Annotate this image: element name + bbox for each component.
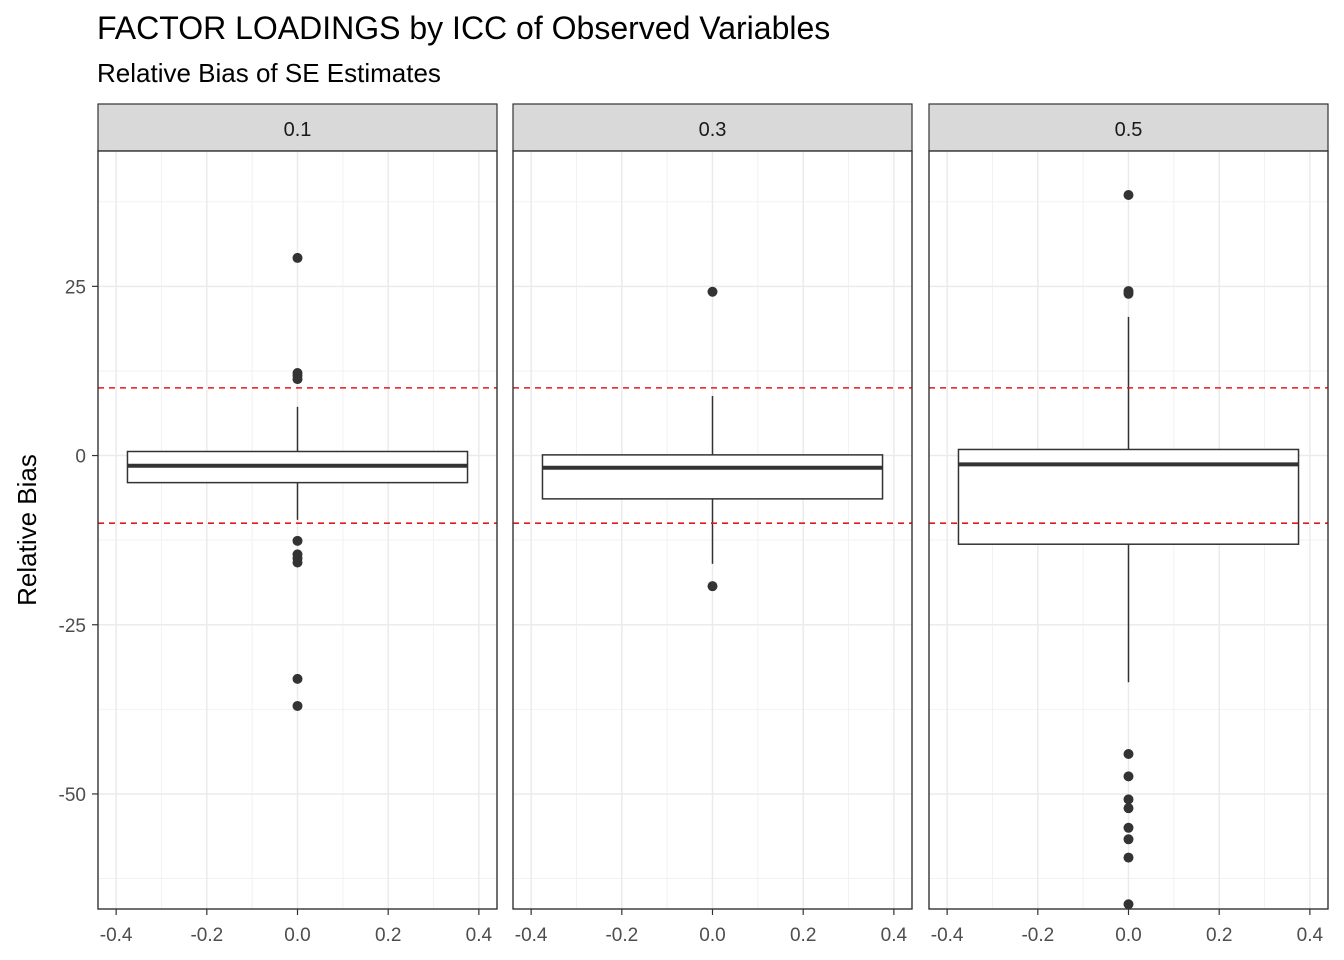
- x-tick-label: -0.4: [931, 925, 964, 946]
- outlier-point: [292, 374, 303, 385]
- outlier-point: [1123, 771, 1134, 782]
- outlier-point: [1123, 899, 1134, 910]
- outlier-point: [1123, 852, 1134, 863]
- x-tick-label: 0.4: [1297, 925, 1324, 946]
- x-tick-label: -0.4: [515, 925, 548, 946]
- outlier-point: [1123, 834, 1134, 845]
- outlier-point: [1123, 822, 1134, 833]
- outlier-point: [707, 581, 718, 592]
- chart-title: FACTOR LOADINGS by ICC of Observed Varia…: [97, 10, 831, 46]
- y-axis: 25 0 -25 -50: [59, 277, 98, 806]
- outlier-point: [1123, 189, 1134, 200]
- outlier-point: [1123, 288, 1134, 299]
- x-tick-label: 0.4: [881, 925, 908, 946]
- facet-panels: 0.1 -0.4 -0.2 0.0 0.2 0.4 0.3 -0.4 -0.2 0.0 0.2 0.4…: [97, 103, 1329, 946]
- x-tick-label: 0.2: [1206, 925, 1232, 946]
- outlier-point: [292, 557, 303, 568]
- x-tick-label: 0.0: [1115, 925, 1141, 946]
- chart-subtitle: Relative Bias of SE Estimates: [97, 58, 441, 88]
- facet-strip-label: 0.3: [699, 119, 727, 141]
- outlier-point: [292, 535, 303, 546]
- outlier-point: [1123, 794, 1134, 805]
- facet-strip: [512, 103, 913, 152]
- x-tick-label: -0.4: [100, 925, 133, 946]
- outlier-point: [292, 252, 303, 263]
- facet-panel: 0.1 -0.4 -0.2 0.0 0.2 0.4: [97, 103, 498, 946]
- x-tick-label: 0.4: [466, 925, 493, 946]
- x-tick-label: 0.0: [699, 925, 725, 946]
- outlier-point: [292, 700, 303, 711]
- outlier-point: [707, 286, 718, 297]
- facet-strip: [97, 103, 498, 152]
- x-tick-label: -0.2: [1021, 925, 1054, 946]
- outlier-point: [1123, 803, 1134, 814]
- facet-strip: [928, 103, 1329, 152]
- x-tick-label: 0.2: [375, 925, 401, 946]
- x-tick-label: -0.2: [605, 925, 638, 946]
- y-tick-label: 25: [65, 277, 86, 298]
- y-tick-label: -50: [59, 785, 86, 806]
- box-iqr: [541, 454, 884, 500]
- outlier-point: [1123, 749, 1134, 760]
- y-axis-label: Relative Bias: [12, 454, 42, 606]
- x-tick-label: -0.2: [190, 925, 223, 946]
- outlier-point: [292, 673, 303, 684]
- facet-panel: 0.3 -0.4 -0.2 0.0 0.2 0.4: [512, 103, 913, 946]
- facet-strip-label: 0.5: [1115, 119, 1143, 141]
- x-tick-label: 0.2: [790, 925, 816, 946]
- x-tick-label: 0.0: [284, 925, 310, 946]
- y-tick-label: -25: [59, 616, 86, 637]
- facet-strip-label: 0.1: [284, 119, 312, 141]
- facet-panel: 0.5 -0.4 -0.2 0.0 0.2 0.4: [928, 103, 1329, 946]
- y-tick-label: 0: [75, 447, 86, 468]
